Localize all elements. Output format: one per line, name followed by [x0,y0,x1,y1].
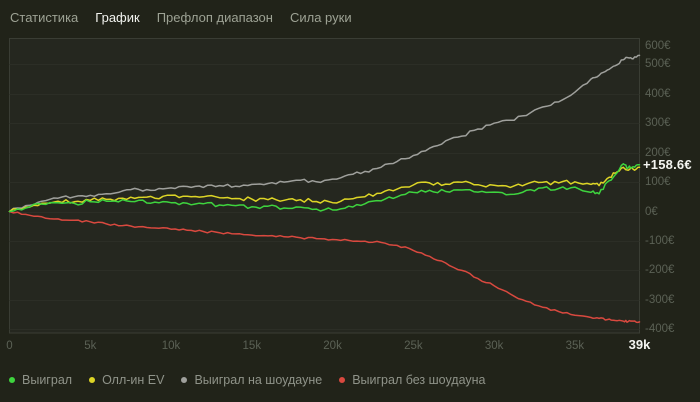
legend-item-won[interactable]: Выиграл [9,373,72,387]
y-tick-0: 0€ [645,205,658,218]
series-line-won-no-showdown [8,210,641,324]
x-tick-0: 0 [6,340,13,352]
current-hands-label: 39k [628,337,651,352]
tab-statistics[interactable]: Статистика [10,10,79,25]
legend-dot-won-showdown [181,377,188,383]
plot-area [9,38,640,334]
y-tick--200: -200€ [645,264,675,277]
y-tick-200: 200€ [645,146,671,159]
y-tick-500: 500€ [645,58,671,71]
series-line-allin-ev [8,166,641,213]
series-line-won-showdown [8,54,641,213]
tab-bar: Статистика График Префлоп диапазон Сила рук… [0,0,700,40]
legend-label: Выиграл [22,373,73,387]
legend: Выиграл Олл-ин EV Выиграл на шоудауне Выигр… [9,373,486,387]
y-tick-600: 600€ [645,40,671,52]
legend-label: Выиграл на шоудауне [194,373,323,387]
legend-dot-won-no-showdown [339,377,346,383]
x-tick-10k: 10k [161,340,181,352]
y-tick--100: -100€ [645,234,675,247]
y-tick--400: -400€ [645,323,675,336]
x-tick-35k: 35k [565,340,585,352]
x-tick-30k: 30k [484,340,504,352]
legend-dot-won [9,377,15,383]
legend-label: Олл-ин EV [102,373,165,387]
legend-item-won-showdown[interactable]: Выиграл на шоудауне [181,373,322,387]
legend-item-won-no-showdown[interactable]: Выиграл без шоудауна [339,373,486,387]
legend-item-allin-ev[interactable]: Олл-ин EV [89,373,164,387]
series-line-won [8,163,641,213]
y-tick-300: 300€ [645,117,671,130]
legend-dot-allin-ev [89,377,96,383]
tab-hand-strength[interactable]: Сила руки [289,10,352,25]
tab-preflop-range[interactable]: Префлоп диапазон [156,10,273,25]
x-tick-20k: 20k [323,340,342,352]
y-tick-100: 100€ [645,176,671,189]
current-winnings-label: +158.6€ [643,156,692,172]
y-tick-400: 400€ [645,87,671,100]
y-tick--300: -300€ [645,293,675,306]
x-tick-25k: 25k [404,340,423,352]
x-tick-15k: 15k [242,340,262,352]
legend-label: Выиграл без шоудауна [352,373,486,387]
x-tick-5k: 5k [84,340,97,352]
